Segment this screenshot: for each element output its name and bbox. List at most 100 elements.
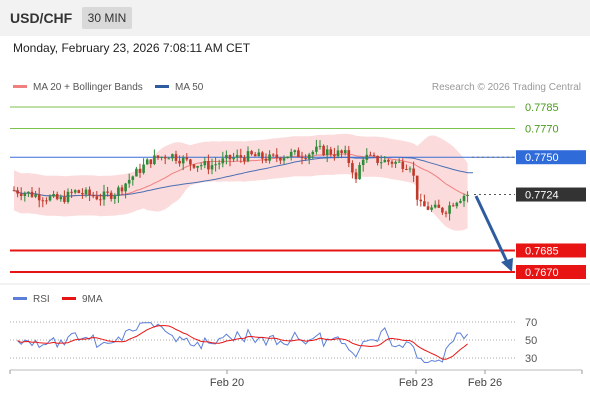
candle [325, 145, 329, 163]
candle-body [160, 156, 163, 158]
candle [419, 193, 423, 207]
candle-body [261, 152, 264, 159]
candle [149, 159, 153, 168]
candle-body [185, 157, 189, 160]
candle-body [70, 191, 73, 193]
candle [347, 146, 351, 168]
candle [120, 184, 124, 196]
candle-body [279, 158, 282, 161]
candle [199, 162, 203, 170]
candle [451, 202, 455, 207]
candle [217, 159, 221, 170]
x-tick-label: Feb 26 [468, 377, 502, 389]
candle [45, 197, 48, 205]
candle-body [419, 199, 423, 202]
candle [466, 191, 469, 203]
candle-body [397, 161, 401, 163]
candle [124, 182, 127, 199]
candle-body [462, 195, 466, 202]
candle-body [401, 161, 405, 169]
candle-body [163, 156, 167, 159]
candle-body [178, 160, 181, 164]
candle [207, 154, 210, 175]
candle [268, 150, 271, 164]
timeframe-button[interactable]: 30 MIN [82, 7, 132, 29]
price-levels [10, 106, 515, 273]
candle-body [55, 194, 59, 200]
candle [52, 190, 55, 199]
candle [138, 163, 142, 178]
candle-body [405, 168, 408, 170]
candle-body [369, 154, 372, 156]
candle-body [221, 158, 225, 164]
candle-body [390, 161, 394, 164]
candle-body [84, 189, 88, 195]
candle [444, 210, 448, 218]
candle [383, 156, 387, 163]
x-axis-ticks: Feb 20 Feb 23 Feb 26 [9, 370, 583, 389]
candle [415, 175, 419, 206]
candle [311, 150, 315, 160]
candle [117, 185, 120, 203]
candle-body [153, 155, 156, 165]
candle-body [16, 190, 19, 194]
candle [333, 147, 336, 161]
candle [358, 162, 361, 180]
candle [257, 148, 261, 157]
candle-body [282, 158, 286, 161]
ma50-legend-label: MA 50 [175, 82, 204, 93]
candle [300, 151, 304, 165]
candle-body [210, 165, 214, 170]
candle [459, 198, 462, 204]
candle [286, 156, 289, 159]
candle-body [441, 207, 444, 213]
candle-body [232, 157, 235, 160]
candle-body [365, 154, 369, 160]
candle [23, 191, 27, 202]
timestamp: Monday, February 23, 2026 7:08:11 AM CET [13, 41, 251, 55]
candle [412, 161, 415, 182]
candle [131, 175, 135, 186]
candle-body [207, 161, 210, 170]
candle-body [372, 154, 376, 156]
candle-body [228, 155, 232, 160]
candle [163, 154, 167, 165]
candle [109, 190, 113, 202]
candle [282, 155, 286, 165]
candle-body [343, 150, 347, 154]
candle-body [347, 150, 351, 164]
rsi-panel: 70 50 30 [10, 317, 537, 365]
candle [63, 190, 66, 204]
candle-body [99, 199, 102, 201]
candle-body [300, 157, 304, 159]
candle [102, 184, 106, 206]
candle [297, 147, 300, 158]
candle-body [430, 207, 433, 210]
candle-body [361, 159, 365, 166]
candle [235, 149, 239, 162]
candle-body [394, 161, 397, 164]
candle [84, 187, 88, 198]
candles [12, 139, 469, 221]
candle [99, 193, 102, 206]
level-labels: 0.7785 0.7770 0.7750 0.7724 0.7685 0.7670 [516, 102, 586, 279]
candle-body [271, 154, 275, 156]
candle [376, 155, 379, 166]
candle [361, 157, 365, 172]
candle-body [297, 150, 300, 158]
level-label-0.7785: 0.7785 [525, 102, 559, 114]
candle [88, 186, 91, 202]
rsi-tick-70: 70 [525, 317, 537, 329]
candle [81, 188, 84, 199]
candle-body [117, 187, 120, 197]
bollinger-band [14, 133, 468, 231]
candle [246, 146, 250, 163]
candle [336, 145, 340, 159]
candle [221, 151, 225, 168]
level-label-box-0.7685 [516, 243, 586, 258]
chart-header: USD/CHF 30 MIN [0, 0, 590, 36]
candle-body [322, 145, 325, 156]
level-label-0.7685: 0.7685 [525, 245, 559, 257]
candle [455, 201, 459, 209]
candle [448, 201, 451, 221]
